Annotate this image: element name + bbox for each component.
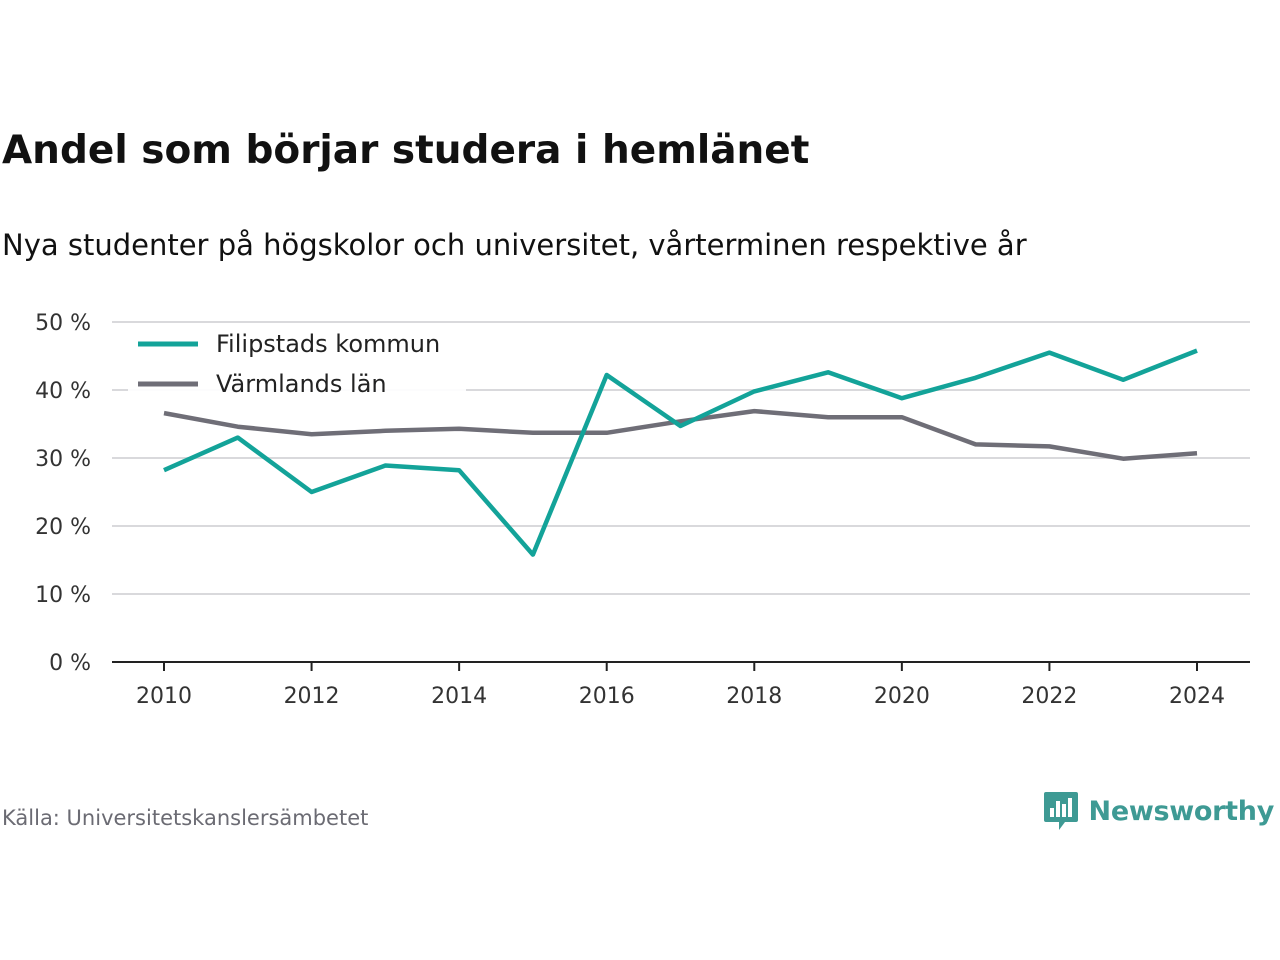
x-tick-label: 2024 <box>1169 684 1225 709</box>
legend: Filipstads kommun Värmlands län <box>128 324 466 410</box>
x-tick-label: 2018 <box>726 684 782 709</box>
legend-label: Filipstads kommun <box>216 330 440 358</box>
chart-subtitle: Nya studenter på högskolor och universit… <box>2 228 1027 262</box>
x-tick-label: 2014 <box>431 684 487 709</box>
source-note: Källa: Universitetskanslersämbetet <box>2 806 369 830</box>
series-line-varmland <box>163 408 1198 461</box>
x-axis <box>112 661 1250 671</box>
y-tick-label: 0 % <box>49 651 91 676</box>
y-tick-label: 40 % <box>35 379 91 404</box>
y-axis-tick-labels: 0 % 10 % 20 % 30 % 40 % 50 % <box>35 311 91 676</box>
x-axis-tick-labels: 2010 2012 2014 2016 2018 2020 2022 2024 <box>136 684 1225 709</box>
x-tick-label: 2020 <box>874 684 930 709</box>
series-line-filipstad <box>163 348 1198 557</box>
series-lines <box>163 348 1198 557</box>
y-tick-label: 20 % <box>35 515 91 540</box>
y-tick-label: 30 % <box>35 447 91 472</box>
newsworthy-logo-icon <box>1043 792 1078 830</box>
x-tick-label: 2012 <box>284 684 340 709</box>
x-tick-label: 2010 <box>136 684 192 709</box>
brand-logo: Newsworthy <box>1043 790 1274 832</box>
y-tick-label: 10 % <box>35 583 91 608</box>
legend-label: Värmlands län <box>216 370 387 398</box>
y-tick-label: 50 % <box>35 311 91 336</box>
x-tick-label: 2022 <box>1021 684 1077 709</box>
x-tick-label: 2016 <box>579 684 635 709</box>
chart-title: Andel som börjar studera i hemlänet <box>2 128 810 173</box>
legend-background <box>128 324 466 410</box>
brand-name: Newsworthy <box>1088 795 1275 827</box>
